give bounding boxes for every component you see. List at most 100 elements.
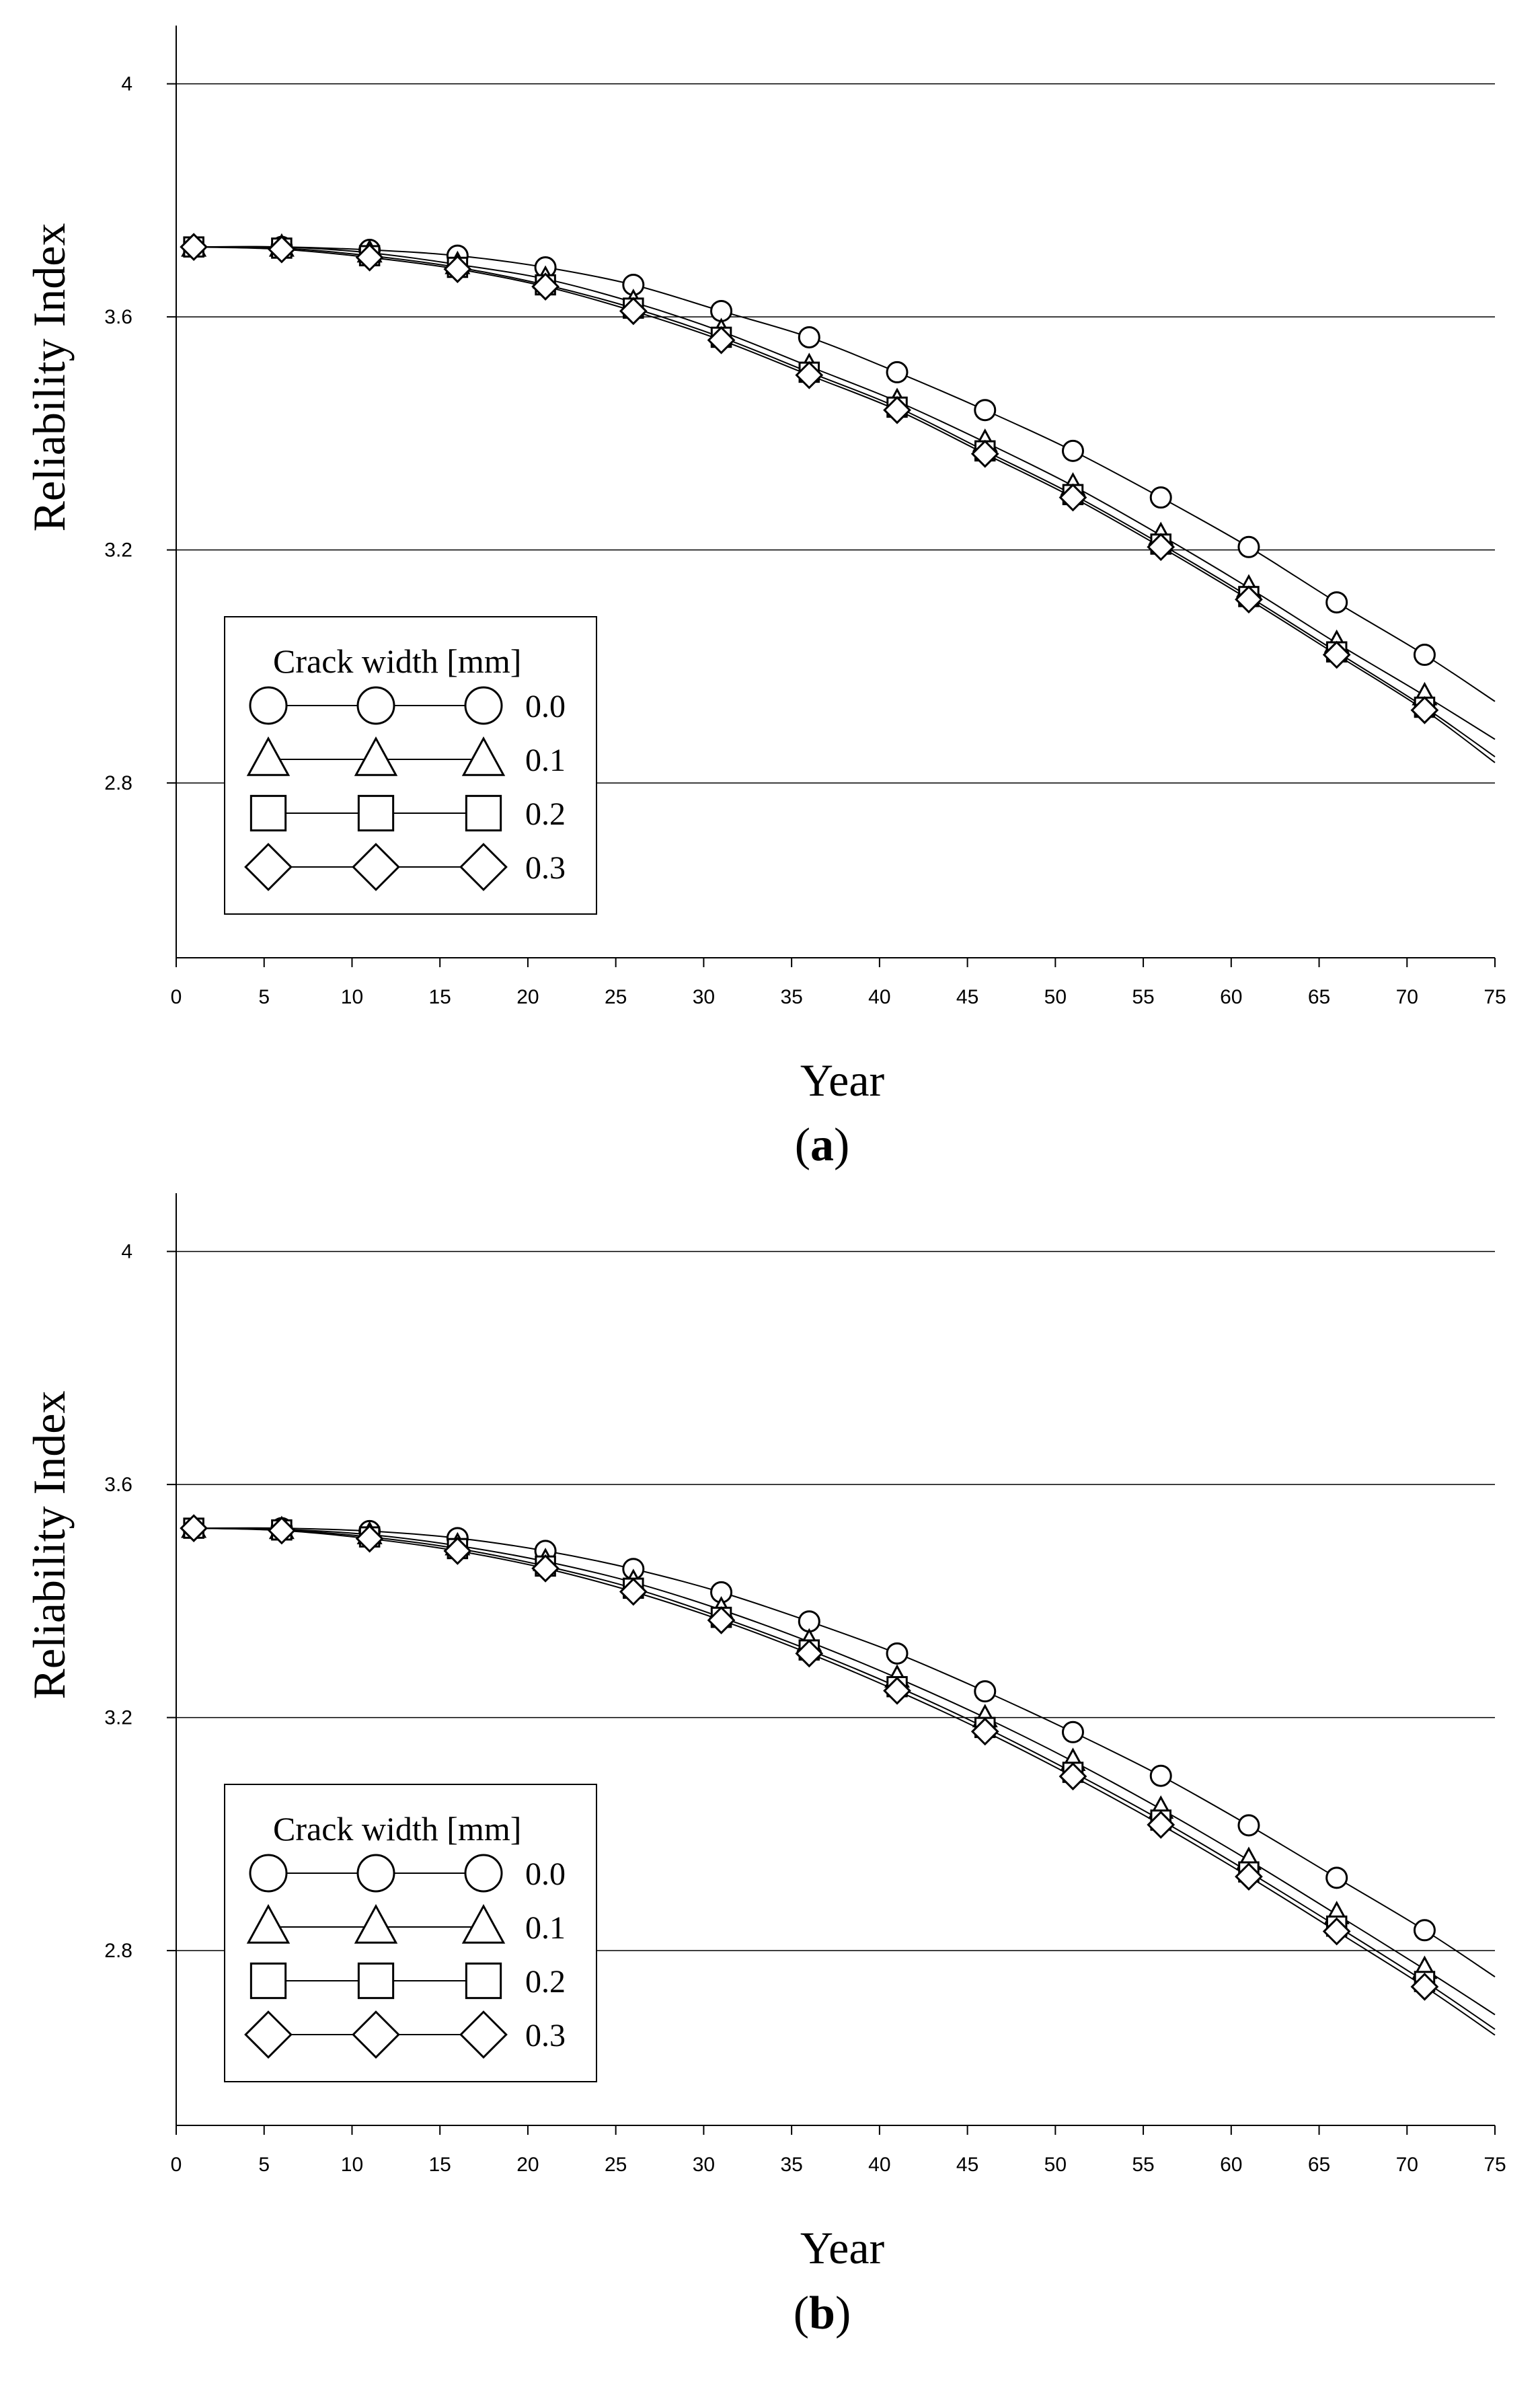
data-point-diamond	[355, 1524, 384, 1553]
data-point-circle	[1413, 1919, 1436, 1942]
x-tick-label: 15	[429, 986, 451, 1008]
x-axis-title: Year	[800, 1055, 885, 1106]
legend-marker-diamond	[244, 2010, 293, 2059]
x-tick-label: 50	[1044, 2154, 1067, 2176]
legend-label: 0.3	[525, 2018, 566, 2053]
legend-marker-diamond	[244, 843, 293, 891]
legend-entry-0.0: 0.0	[249, 686, 566, 725]
data-point-circle	[886, 1642, 909, 1665]
chart-panel-a: 2.83.23.640 5 10 15 20 25 30 35 40 45 50 55 60 65 70 75…	[24, 26, 1506, 1171]
data-point-diamond	[180, 233, 208, 262]
data-point-circle	[1061, 439, 1084, 462]
legend: Crack width [mm]0.0 0.1 0.2 0.3	[224, 1784, 597, 2082]
data-point-diamond	[1410, 695, 1439, 724]
x-tick-label: 40	[868, 2154, 890, 2176]
data-point-diamond	[883, 395, 911, 424]
data-point-diamond	[1410, 1972, 1439, 2001]
x-tick-label: 30	[693, 986, 715, 1008]
y-tick-label: 2.8	[104, 772, 132, 794]
y-tick-label: 3.2	[104, 539, 132, 562]
data-point-circle	[1237, 1814, 1260, 1837]
data-point-diamond	[970, 1717, 999, 1746]
y-tick-label: 2.8	[104, 1940, 132, 1962]
y-axis-title: Reliability Index	[24, 1391, 75, 1700]
data-point-diamond	[707, 326, 736, 354]
legend-label: 0.2	[525, 796, 566, 832]
legend-title: Crack width [mm]	[273, 1810, 521, 1848]
legend-label: 0.0	[525, 1856, 566, 1892]
legend-marker-square	[357, 794, 395, 832]
data-point-diamond	[1058, 483, 1087, 512]
legend: Crack width [mm] 0.0 0.1 0.2 0.3	[224, 616, 597, 915]
data-point-diamond	[355, 243, 384, 272]
data-point-diamond	[1322, 640, 1351, 669]
series-line-0.3	[194, 246, 1496, 763]
data-point-diamond	[883, 1676, 911, 1705]
data-point-diamond	[443, 1537, 472, 1565]
x-tick-label: 60	[1220, 2154, 1242, 2176]
series-line-0.3	[194, 1527, 1496, 2036]
legend-marker-diamond	[459, 2010, 508, 2059]
panel-label: (a)	[795, 1119, 850, 1171]
data-point-diamond	[1235, 585, 1263, 614]
data-point-diamond	[1235, 1862, 1263, 1891]
data-point-circle	[886, 361, 909, 383]
series-line-0.1	[194, 1527, 1496, 2016]
x-tick-label: 35	[780, 986, 802, 1008]
legend-marker-circle	[356, 686, 395, 725]
data-point-diamond	[1147, 1811, 1176, 1839]
x-tick-label: 5	[258, 986, 270, 1008]
legend-marker-circle	[356, 1854, 395, 1893]
legend-marker-diamond	[459, 843, 508, 891]
legend-label: 0.3	[525, 850, 566, 886]
legend-entry-0.2: 0.2	[249, 794, 566, 832]
x-tick-label: 10	[341, 986, 363, 1008]
legend-marker-triangle	[246, 1903, 291, 1944]
x-tick-label: 25	[605, 2154, 627, 2176]
data-point-circle	[1149, 1764, 1172, 1787]
series-0.3	[180, 1514, 1496, 2036]
legend-title: Crack width [mm]	[273, 642, 521, 680]
legend-entry-0.2: 0.2	[249, 1962, 566, 2000]
x-tick-label: 60	[1220, 986, 1242, 1008]
data-point-diamond	[795, 361, 824, 389]
x-tick-label: 35	[780, 2154, 802, 2176]
series-line-0.1	[194, 245, 1496, 741]
data-point-circle	[798, 326, 820, 348]
legend-marker-triangle	[461, 736, 506, 776]
data-point-diamond	[1058, 1762, 1087, 1790]
legend-entry-0.3: 0.3	[244, 2010, 566, 2059]
x-tick-label: 75	[1484, 986, 1506, 1008]
x-tick-label: 55	[1132, 986, 1154, 1008]
data-point-diamond	[531, 272, 560, 301]
legend-entry-0.0: 0.0	[249, 1854, 566, 1893]
legend-marker-square	[465, 794, 502, 832]
x-tick-label: 45	[956, 986, 978, 1008]
data-point-circle	[1061, 1720, 1084, 1743]
legend-marker-diamond	[352, 2010, 400, 2059]
legend-entry-0.3: 0.3	[244, 843, 566, 891]
legend-marker-triangle	[354, 736, 398, 776]
x-tick-label: 65	[1308, 986, 1330, 1008]
data-point-diamond	[531, 1554, 560, 1583]
legend-marker-circle	[464, 686, 503, 725]
legend-entry-0.1: 0.1	[246, 1903, 566, 1946]
data-point-circle	[1325, 591, 1348, 614]
data-point-diamond	[795, 1639, 824, 1668]
data-point-diamond	[707, 1606, 736, 1634]
x-tick-label: 5	[258, 2154, 270, 2176]
data-point-diamond	[619, 1577, 648, 1606]
data-point-circle	[974, 1680, 997, 1703]
data-point-diamond	[180, 1514, 208, 1542]
legend-marker-triangle	[461, 1903, 506, 1944]
legend-marker-triangle	[354, 1903, 398, 1944]
x-tick-label: 25	[605, 986, 627, 1008]
data-point-diamond	[268, 235, 296, 264]
x-tick-label: 0	[171, 2154, 182, 2176]
series-0.3	[180, 233, 1496, 763]
legend-marker-square	[357, 1962, 395, 2000]
x-tick-label: 75	[1484, 2154, 1506, 2176]
x-axis-title: Year	[800, 2222, 885, 2273]
legend-entry-0.1: 0.1	[246, 736, 566, 778]
y-tick-label: 3.6	[104, 1474, 132, 1496]
